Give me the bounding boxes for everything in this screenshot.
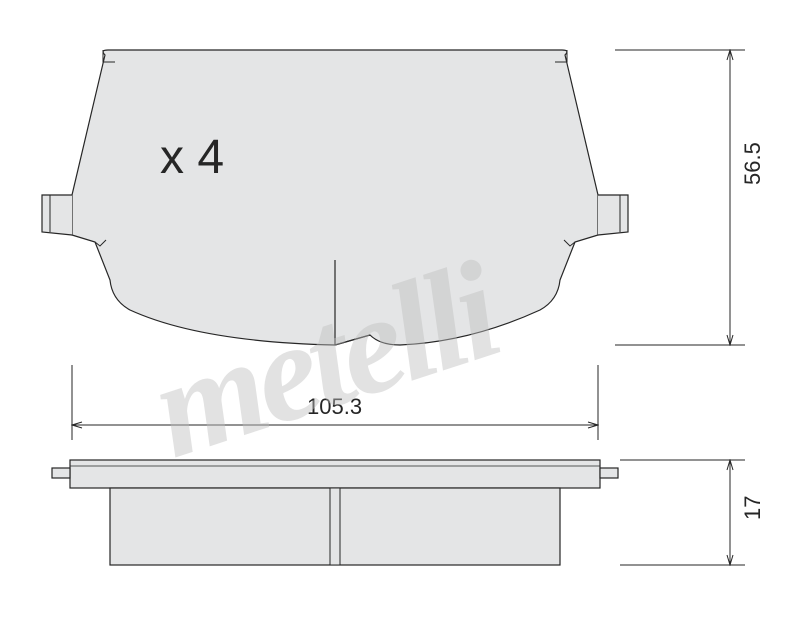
front-view (42, 50, 628, 345)
quantity-label: x 4 (160, 130, 224, 185)
backing-plate (70, 460, 600, 488)
side-view (52, 460, 618, 565)
left-tab (42, 195, 72, 235)
height-dimension-label: 56.5 (740, 142, 766, 185)
thickness-dimension-label: 17 (740, 496, 766, 520)
technical-drawing-svg (0, 0, 800, 622)
diagram-container: x 4 105.3 56.5 17 metelli (0, 0, 800, 622)
width-dimension-label: 105.3 (307, 394, 362, 420)
dimension-thickness (620, 460, 745, 565)
dimension-height (615, 50, 745, 345)
right-tab (598, 195, 628, 235)
